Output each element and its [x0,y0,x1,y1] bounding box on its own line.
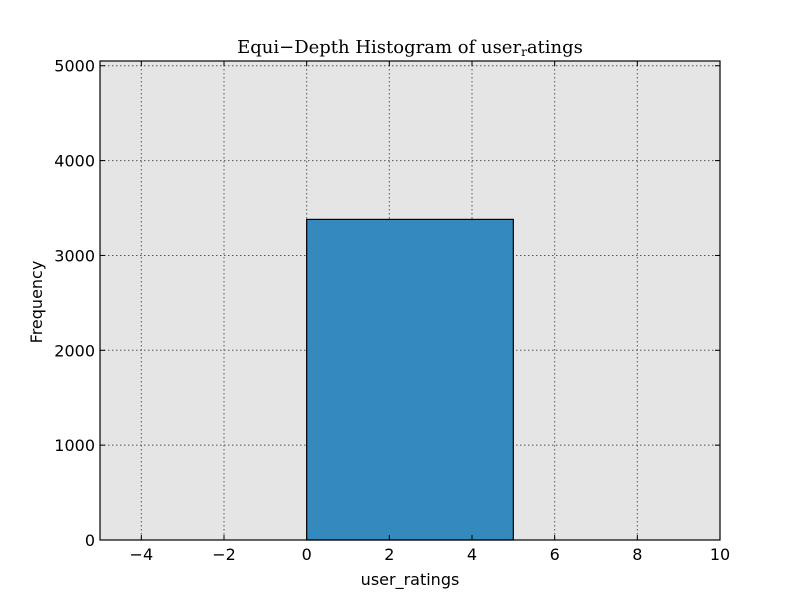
x-tick-label: 8 [632,545,642,564]
y-tick-label: 2000 [54,341,95,360]
grid-lines [100,61,720,540]
x-tick-label: 0 [302,545,312,564]
x-tick-label: 2 [384,545,394,564]
x-tick-label: 4 [467,545,477,564]
y-tick-label: 5000 [54,57,95,76]
y-axis-label: Frequency [27,261,46,344]
x-axis-label: user_ratings [361,570,460,590]
chart-title: Equi−Depth Histogram of userratings [237,37,583,59]
y-ticks: 0 1000 2000 3000 4000 5000 [54,57,720,550]
x-ticks: −4 −2 0 2 4 6 8 10 [130,61,730,564]
x-tick-label: 6 [550,545,560,564]
x-tick-label: 10 [710,545,730,564]
y-tick-label: 4000 [54,152,95,171]
x-tick-label: −2 [212,545,236,564]
y-tick-label: 0 [85,531,95,550]
y-tick-label: 3000 [54,246,95,265]
bars [306,218,514,541]
y-tick-label: 1000 [54,436,95,455]
x-tick-label: −4 [130,545,154,564]
histogram-bar [306,218,514,541]
plot-frame [99,60,721,541]
